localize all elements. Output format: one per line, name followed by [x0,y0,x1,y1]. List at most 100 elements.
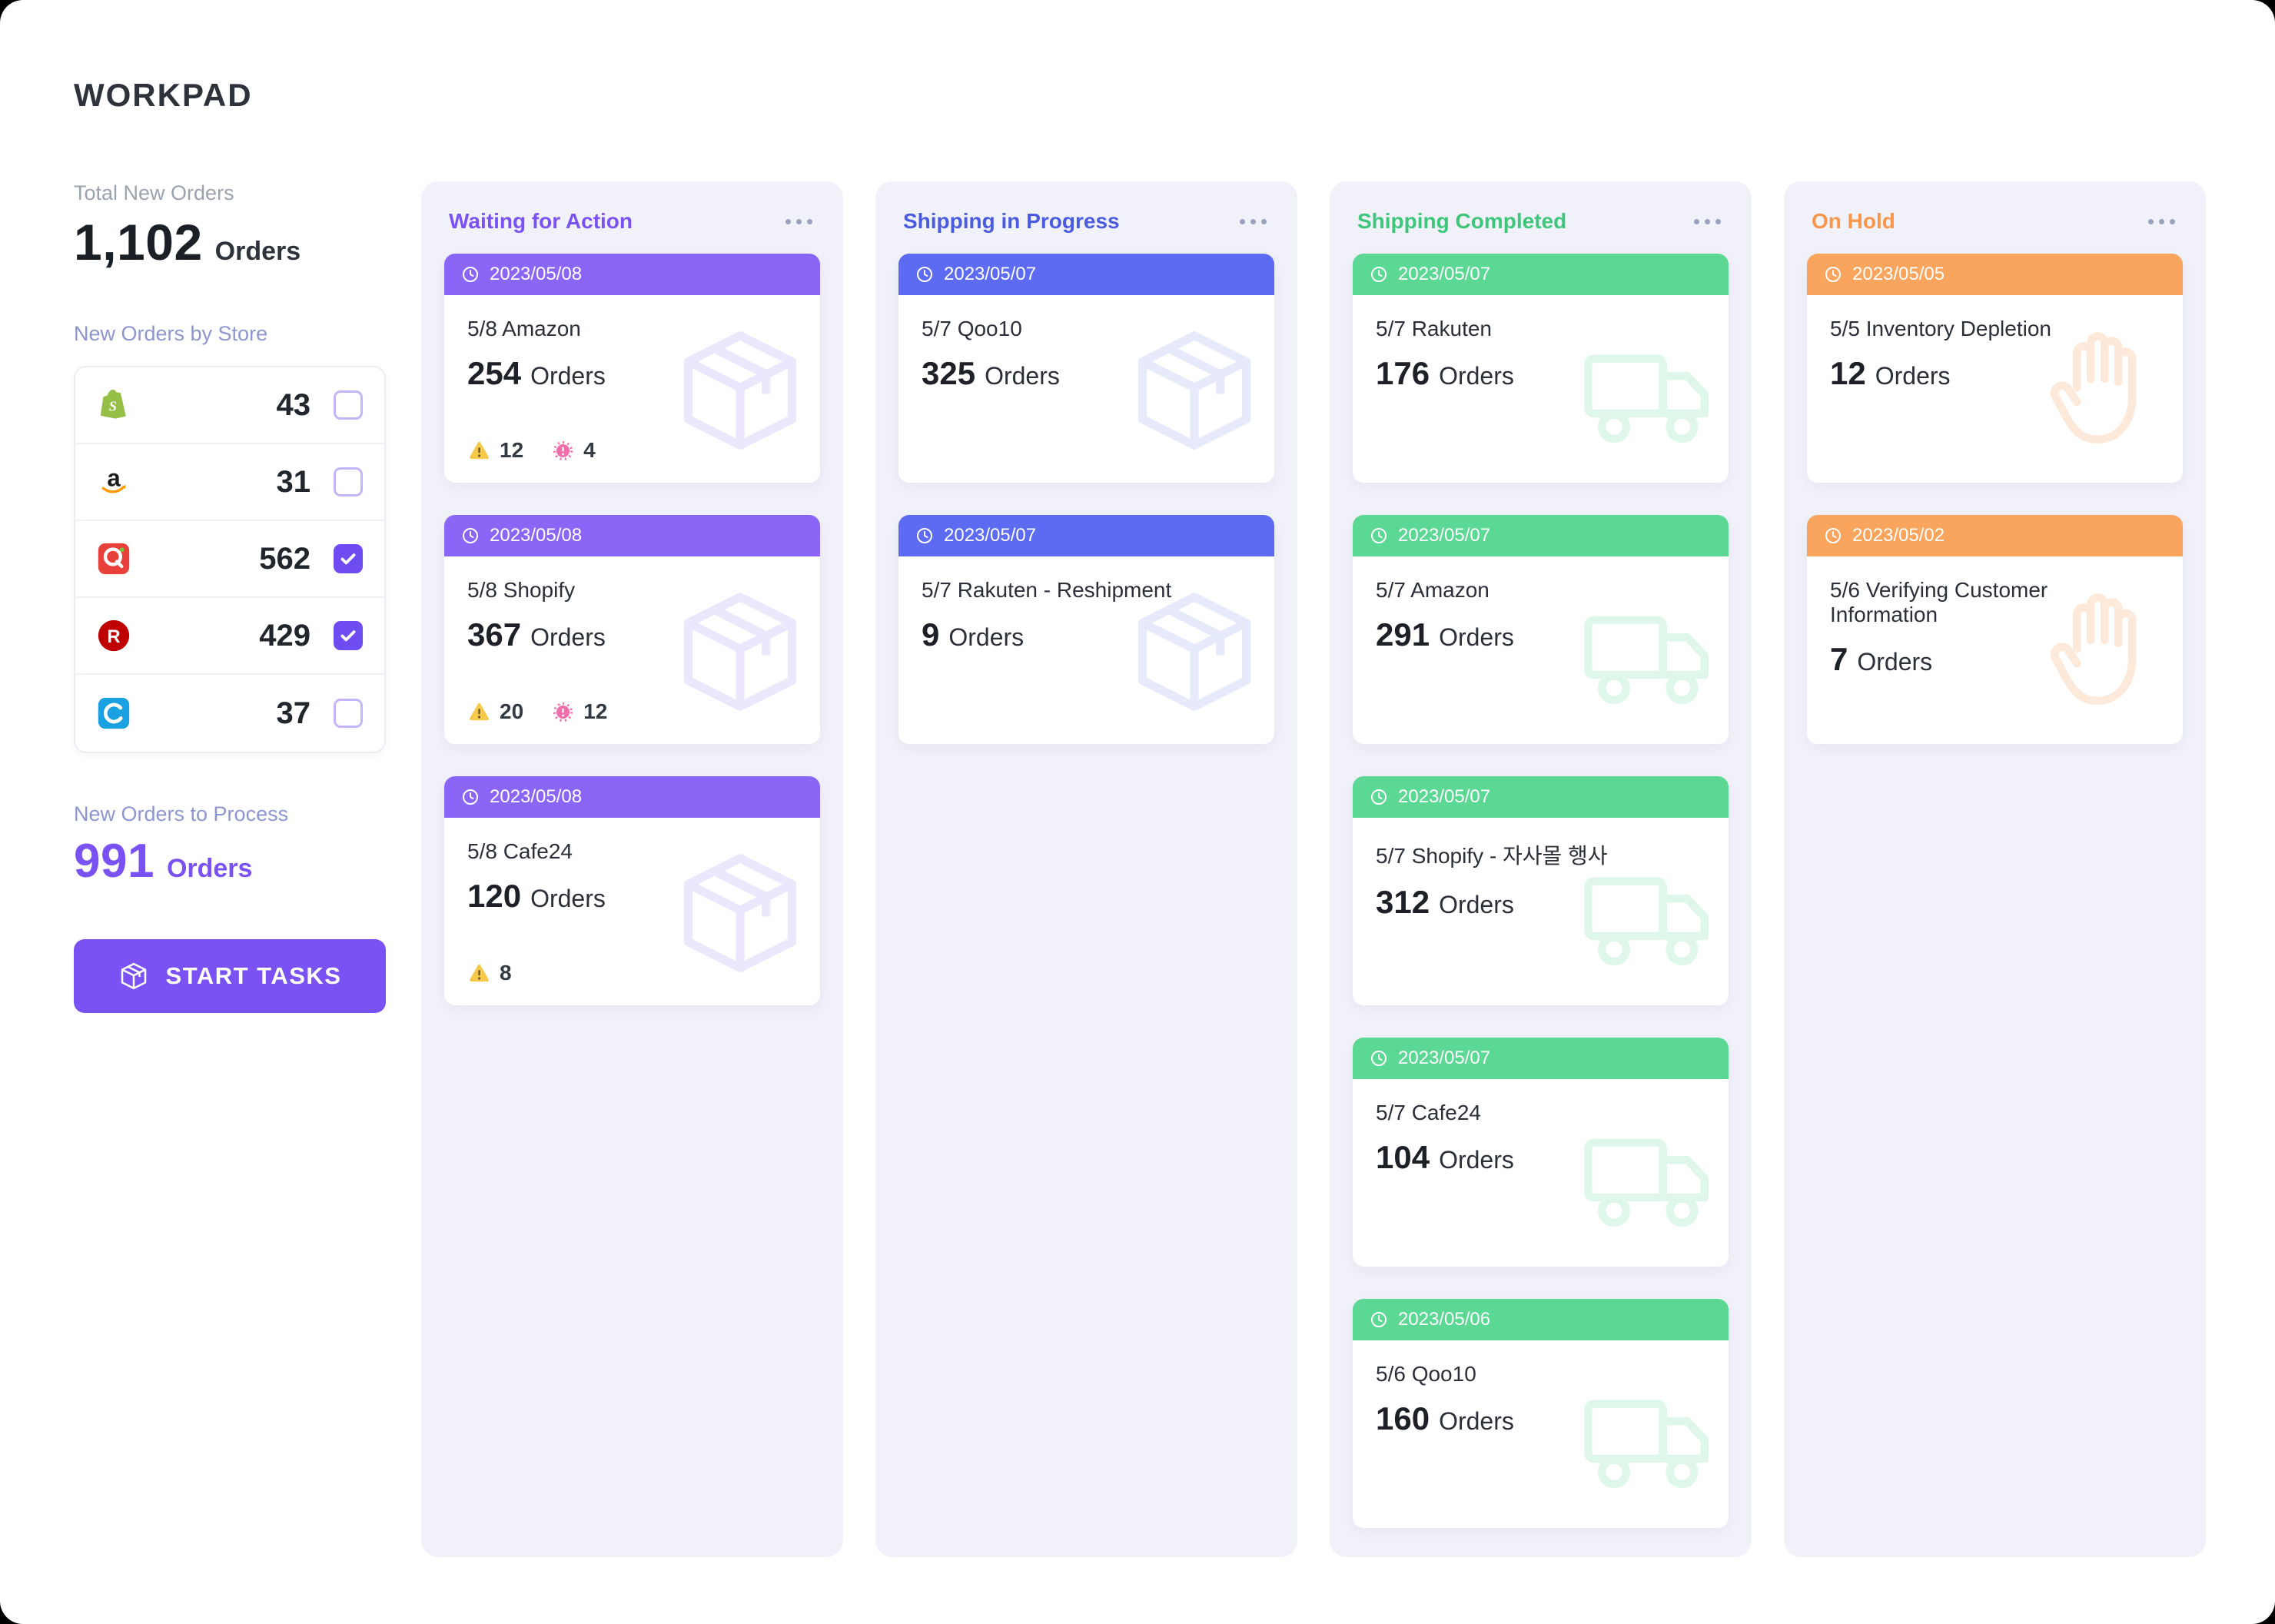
card-orders-line: 312 Orders [1376,884,1705,921]
new-orders-to-process-label: New Orders to Process [74,802,289,825]
box-icon [118,961,149,991]
card-order-count: 120 [467,878,522,914]
new-orders-to-process-line: 991 Orders [74,834,386,888]
order-card[interactable]: 2023/05/07 5/7 Rakuten 176 Orders [1353,254,1729,483]
page-title: WORKPAD [74,77,253,113]
total-new-orders-unit: Orders [214,237,301,266]
card-orders-line: 104 Orders [1376,1139,1705,1176]
card-header: 2023/05/02 [1807,515,2183,556]
store-order-count: 562 [259,541,311,576]
error-count: 4 [583,438,596,462]
store-row: 31 [75,444,384,521]
store-row: 562 [75,521,384,598]
check-icon [338,549,358,569]
menu-dot [1705,218,1710,224]
card-date: 2023/05/07 [1398,264,1491,284]
store-checkbox[interactable] [334,699,363,728]
new-orders-by-store-section: New Orders by Store 43 31 562 429 37 [74,322,386,753]
order-card[interactable]: 2023/05/05 5/5 Inventory Depletion 12 Or… [1807,254,2183,483]
store-order-count: 31 [276,464,311,499]
card-date: 2023/05/07 [1398,786,1491,807]
card-badges: 20 12 [467,699,607,724]
card-date: 2023/05/07 [1398,525,1491,546]
kanban-column: Shipping in Progress 2023/05/07 5/7 Qoo1… [875,181,1297,1557]
card-orders-line: 176 Orders [1376,355,1705,392]
clock-icon [1370,1049,1388,1068]
card-order-unit: Orders [1857,648,1933,676]
card-store-label: 5/8 Cafe24 [467,839,573,863]
card-orders-line: 120 Orders [467,878,797,915]
card-order-unit: Orders [1439,362,1514,390]
card-store-label: 5/7 Amazon [1376,578,1490,602]
column-menu-button[interactable] [1691,211,1724,232]
store-checkbox[interactable] [334,390,363,420]
card-body: 5/7 Rakuten 176 Orders [1353,295,1729,483]
card-order-count: 160 [1376,1400,1430,1436]
error-count: 12 [583,699,608,723]
warning-count: 8 [500,961,512,985]
store-row: 43 [75,367,384,444]
menu-dot [2148,218,2154,224]
order-card[interactable]: 2023/05/08 5/8 Amazon 254 Orders 12 4 [444,254,820,483]
column-header: Waiting for Action [444,204,820,254]
store-checkbox[interactable] [334,621,363,650]
warning-count: 20 [500,699,524,723]
store-checkbox[interactable] [334,544,363,573]
card-header: 2023/05/08 [444,515,820,556]
order-card[interactable]: 2023/05/07 5/7 Qoo10 325 Orders [898,254,1274,483]
card-body: 5/5 Inventory Depletion 12 Orders [1807,295,2183,483]
menu-dot [2170,218,2175,224]
order-card[interactable]: 2023/05/02 5/6 Verifying Customer Inform… [1807,515,2183,744]
menu-dot [1694,218,1699,224]
card-header: 2023/05/07 [1353,254,1729,295]
card-order-unit: Orders [1875,362,1951,390]
card-body: 5/7 Rakuten - Reshipment 9 Orders [898,556,1274,744]
store-order-count: 429 [259,618,311,653]
column-cards: 2023/05/07 5/7 Qoo10 325 Orders 2023/05/… [898,254,1274,744]
card-order-unit: Orders [530,623,606,651]
card-order-count: 325 [922,355,976,391]
card-order-unit: Orders [1439,623,1514,651]
column-menu-button[interactable] [782,211,815,232]
column-menu-button[interactable] [1237,211,1270,232]
card-header: 2023/05/08 [444,254,820,295]
warning-icon [467,439,491,463]
card-header: 2023/05/06 [1353,1299,1729,1340]
order-card[interactable]: 2023/05/07 5/7 Amazon 291 Orders [1353,515,1729,744]
menu-dot [796,218,802,224]
card-body: 5/6 Qoo10 160 Orders [1353,1340,1729,1528]
card-order-unit: Orders [948,623,1025,651]
order-card[interactable]: 2023/05/08 5/8 Cafe24 120 Orders 8 [444,776,820,1005]
card-header: 2023/05/07 [1353,1038,1729,1079]
card-body: 5/8 Amazon 254 Orders 12 4 [444,295,820,483]
error-badge: 12 [551,699,607,724]
start-tasks-button[interactable]: START TASKS [74,939,386,1013]
new-orders-to-process-stat: New Orders to Process 991 Orders [74,802,386,888]
check-icon [338,626,358,646]
menu-dot [1240,218,1245,224]
card-order-count: 367 [467,616,522,653]
column-menu-button[interactable] [2145,211,2178,232]
amazon-icon [97,465,131,499]
card-store-label: 5/6 Qoo10 [1376,1362,1476,1386]
card-body: 5/7 Qoo10 325 Orders [898,295,1274,483]
card-order-unit: Orders [530,362,606,390]
order-card[interactable]: 2023/05/07 5/7 Cafe24 104 Orders [1353,1038,1729,1267]
clock-icon [1370,265,1388,284]
column-title: Shipping in Progress [903,209,1120,233]
card-orders-line: 254 Orders [467,355,797,392]
card-store-label: 5/6 Verifying Customer Information [1830,578,2048,626]
store-checkbox[interactable] [334,467,363,496]
error-icon [551,439,575,463]
order-card[interactable]: 2023/05/07 5/7 Rakuten - Reshipment 9 Or… [898,515,1274,744]
kanban-column: Waiting for Action 2023/05/08 5/8 Amazon… [421,181,843,1557]
error-badge: 4 [551,438,596,463]
card-store-label: 5/7 Rakuten [1376,317,1492,340]
order-card[interactable]: 2023/05/06 5/6 Qoo10 160 Orders [1353,1299,1729,1528]
order-card[interactable]: 2023/05/08 5/8 Shopify 367 Orders 20 12 [444,515,820,744]
order-card[interactable]: 2023/05/07 5/7 Shopify - 자사몰 행사 312 Orde… [1353,776,1729,1005]
sidebar: Total New Orders 1,102 Orders New Orders… [74,181,386,1557]
card-store-label: 5/7 Shopify - 자사몰 행사 [1376,844,1608,868]
new-orders-to-process-unit: Orders [166,854,253,883]
card-order-count: 291 [1376,616,1430,653]
